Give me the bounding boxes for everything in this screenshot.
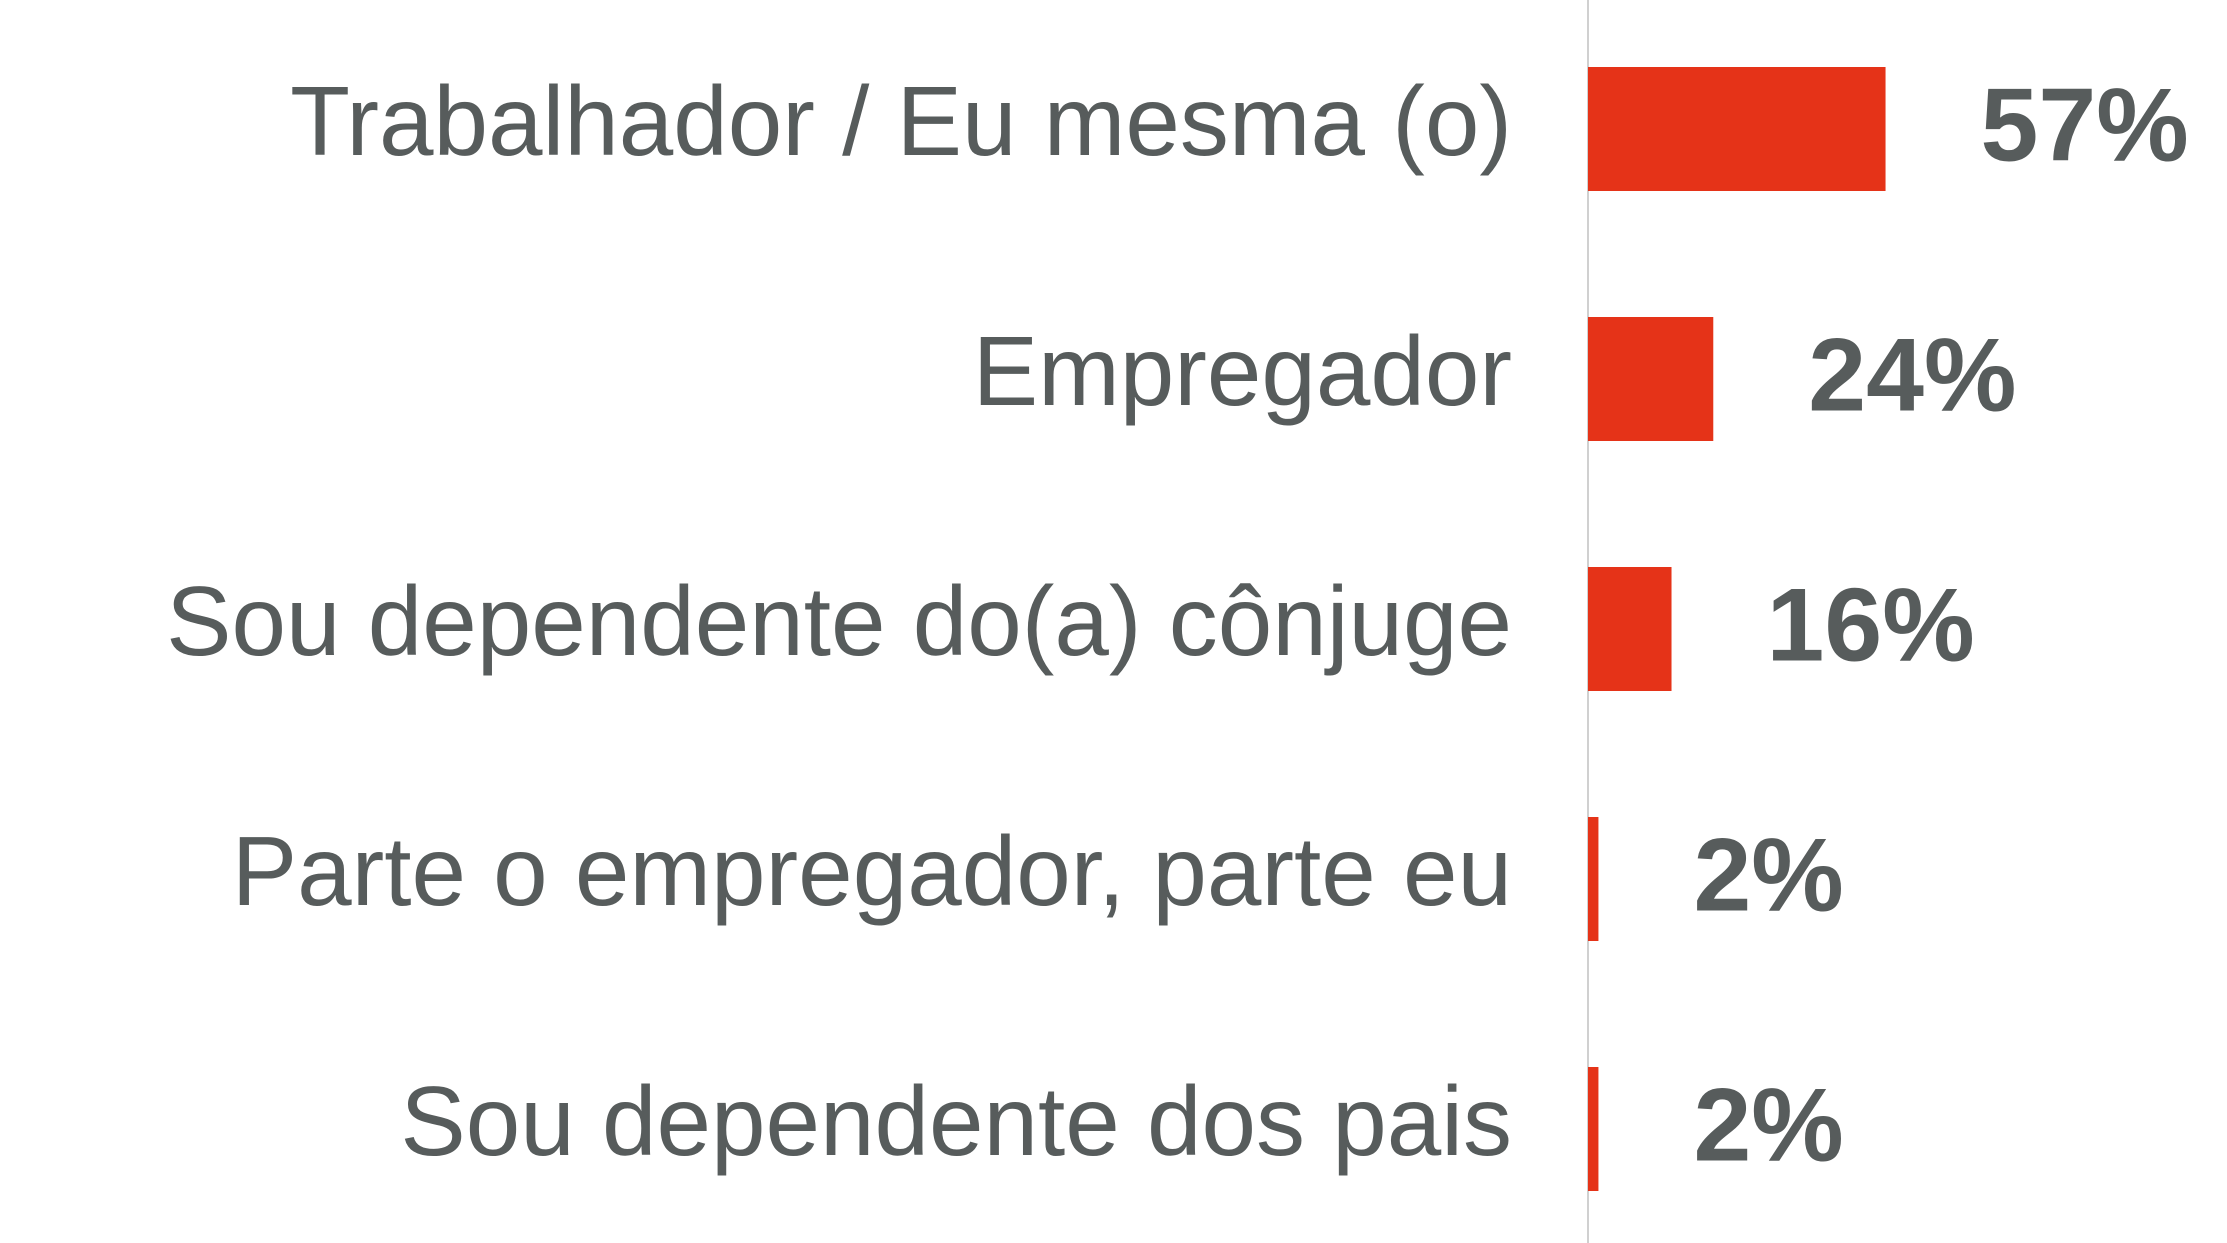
value-label: 2% (1693, 1067, 1843, 1183)
bar (1588, 1067, 1599, 1191)
value-label: 57% (1981, 67, 2189, 183)
bar (1588, 567, 1672, 691)
category-label: Parte o empregador, parte eu (232, 816, 1512, 926)
bar (1588, 67, 1886, 191)
value-label: 24% (1808, 317, 2016, 433)
category-label: Trabalhador / Eu mesma (o) (290, 66, 1512, 176)
bar (1588, 317, 1714, 441)
category-label: Sou dependente dos pais (400, 1066, 1512, 1176)
category-label: Sou dependente do(a) cônjuge (166, 566, 1512, 676)
value-label: 2% (1693, 817, 1843, 933)
category-label: Empregador (973, 316, 1512, 426)
value-label: 16% (1767, 567, 1975, 683)
bar (1588, 817, 1599, 941)
